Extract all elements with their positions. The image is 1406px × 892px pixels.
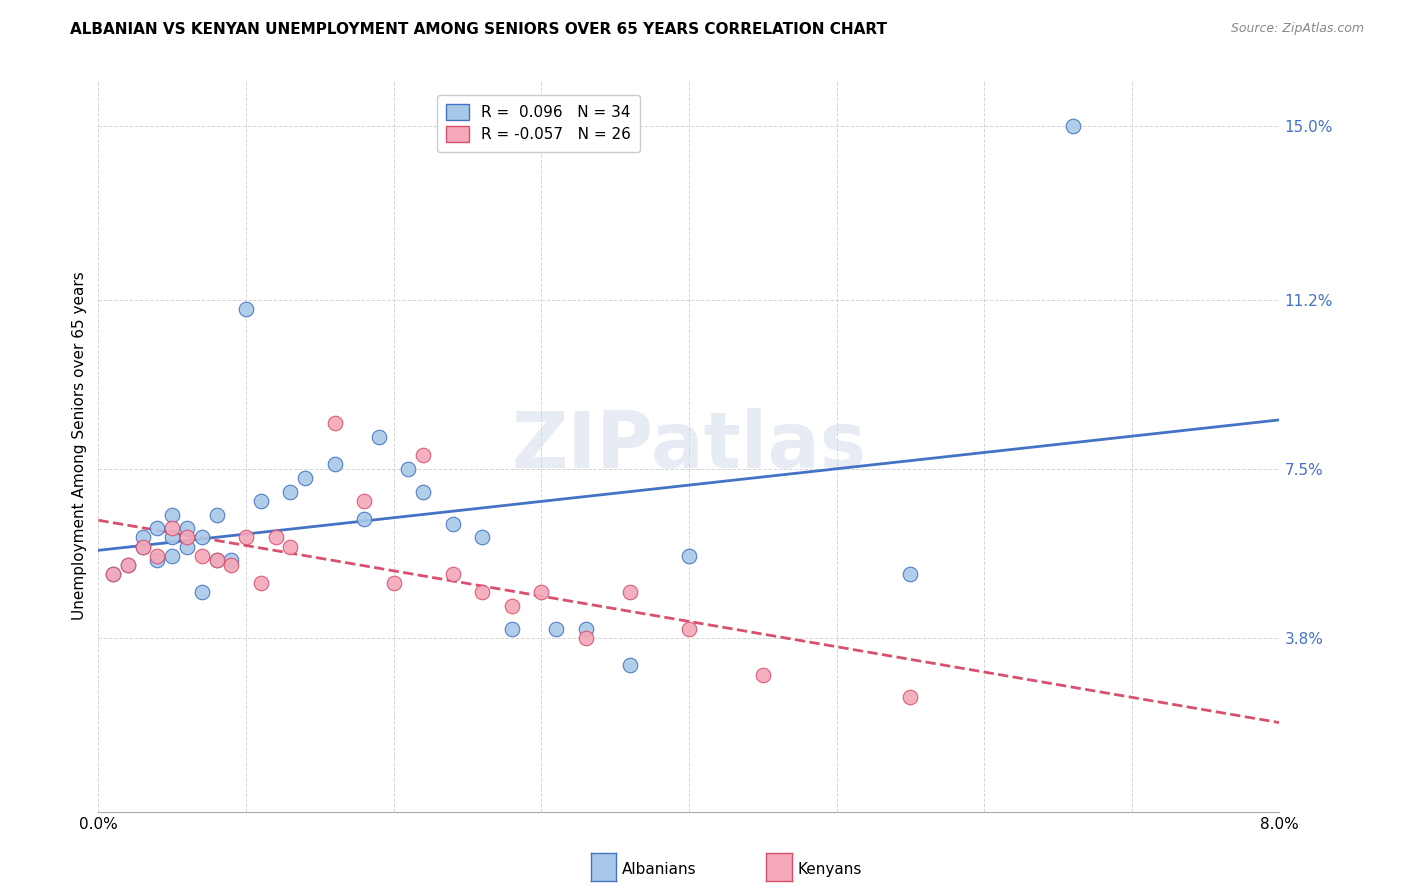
Text: Kenyans: Kenyans <box>797 863 862 877</box>
Point <box>530 585 553 599</box>
Point <box>1062 119 1084 133</box>
Point <box>619 585 641 599</box>
Point <box>219 558 242 572</box>
Point <box>678 622 700 636</box>
Point <box>323 416 346 430</box>
Point <box>619 658 641 673</box>
Point <box>205 553 228 567</box>
Y-axis label: Unemployment Among Seniors over 65 years: Unemployment Among Seniors over 65 years <box>72 272 87 620</box>
Point <box>191 585 214 599</box>
Point <box>162 508 183 522</box>
Point <box>441 516 464 531</box>
Point <box>501 599 523 613</box>
Point <box>678 549 700 563</box>
Point <box>471 530 494 544</box>
Point <box>176 530 198 544</box>
Point <box>412 448 434 462</box>
Point <box>117 558 139 572</box>
Point <box>751 667 773 681</box>
Text: Source: ZipAtlas.com: Source: ZipAtlas.com <box>1230 22 1364 36</box>
Point <box>900 690 922 705</box>
Point <box>146 521 169 535</box>
Point <box>132 540 155 554</box>
Point <box>367 430 389 444</box>
Point <box>132 540 155 554</box>
Point <box>471 585 494 599</box>
Point <box>103 567 125 582</box>
Point <box>117 558 139 572</box>
Point <box>353 493 375 508</box>
Point <box>162 549 183 563</box>
Point <box>132 530 155 544</box>
Legend: R =  0.096   N = 34, R = -0.057   N = 26: R = 0.096 N = 34, R = -0.057 N = 26 <box>437 95 640 152</box>
Text: ALBANIAN VS KENYAN UNEMPLOYMENT AMONG SENIORS OVER 65 YEARS CORRELATION CHART: ALBANIAN VS KENYAN UNEMPLOYMENT AMONG SE… <box>70 22 887 37</box>
Point <box>250 576 273 591</box>
Point <box>191 549 214 563</box>
Point <box>396 462 419 476</box>
Point <box>353 512 375 526</box>
Point <box>264 530 287 544</box>
Text: Albanians: Albanians <box>621 863 696 877</box>
Point <box>162 521 183 535</box>
Point <box>235 530 257 544</box>
Point <box>146 553 169 567</box>
Point <box>278 484 302 499</box>
Point <box>574 631 596 645</box>
Point <box>103 567 125 582</box>
Point <box>176 540 198 554</box>
Point <box>323 458 346 472</box>
Point <box>900 567 922 582</box>
Point <box>501 622 523 636</box>
Point <box>235 301 257 316</box>
Point <box>250 493 273 508</box>
Point <box>382 576 405 591</box>
Point <box>412 484 434 499</box>
Point <box>162 530 183 544</box>
Point <box>278 540 302 554</box>
Point <box>294 471 316 485</box>
Point <box>574 622 596 636</box>
Point <box>146 549 169 563</box>
Point <box>191 530 214 544</box>
Point <box>441 567 464 582</box>
Point <box>205 508 228 522</box>
Text: ZIPatlas: ZIPatlas <box>512 408 866 484</box>
Point <box>205 553 228 567</box>
Point <box>219 553 242 567</box>
Point <box>176 521 198 535</box>
Point <box>546 622 568 636</box>
